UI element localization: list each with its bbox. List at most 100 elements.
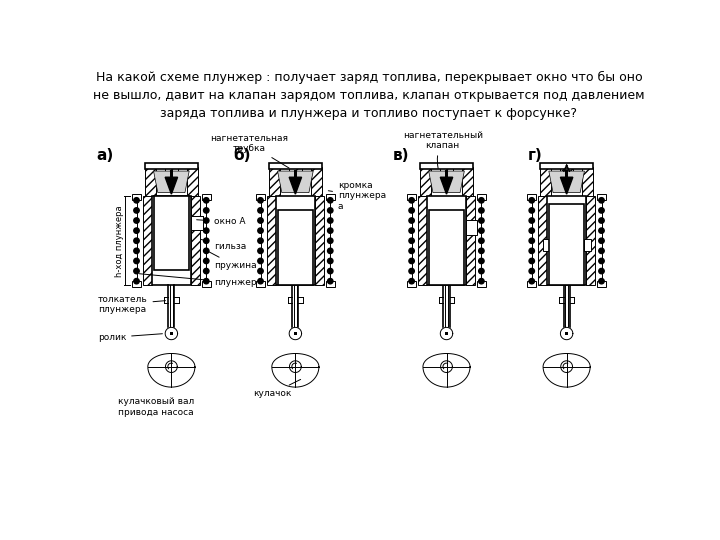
Bar bbox=[466, 220, 477, 235]
Bar bbox=[427, 197, 466, 285]
Bar bbox=[462, 167, 473, 197]
Polygon shape bbox=[289, 177, 302, 194]
Text: нагнетательная
трубка: нагнетательная трубка bbox=[210, 134, 289, 168]
Circle shape bbox=[409, 218, 414, 223]
Circle shape bbox=[409, 279, 414, 284]
Bar bbox=[170, 170, 173, 177]
Text: пружина: пружина bbox=[209, 252, 256, 270]
Text: На какой схеме плунжер : получает заряд топлива, перекрывает окно что бы оно
не : На какой схеме плунжер : получает заряд … bbox=[93, 71, 645, 120]
Circle shape bbox=[479, 238, 484, 244]
Circle shape bbox=[479, 248, 484, 254]
Circle shape bbox=[204, 208, 209, 213]
Text: в): в) bbox=[392, 148, 409, 163]
Bar bbox=[597, 194, 606, 200]
Circle shape bbox=[204, 268, 209, 274]
Bar bbox=[277, 211, 313, 285]
Circle shape bbox=[479, 228, 484, 233]
Bar bbox=[549, 204, 585, 285]
Bar bbox=[294, 333, 297, 335]
Bar bbox=[560, 167, 573, 172]
Circle shape bbox=[258, 218, 264, 223]
Bar bbox=[428, 211, 464, 285]
Circle shape bbox=[258, 238, 264, 244]
Circle shape bbox=[409, 268, 414, 274]
Polygon shape bbox=[549, 171, 585, 193]
Circle shape bbox=[529, 208, 534, 213]
Text: б): б) bbox=[233, 148, 251, 163]
Circle shape bbox=[258, 198, 264, 203]
Bar bbox=[187, 167, 198, 197]
Bar bbox=[420, 167, 431, 197]
Circle shape bbox=[204, 228, 209, 233]
Circle shape bbox=[599, 238, 604, 244]
Bar bbox=[269, 167, 280, 197]
Bar bbox=[269, 164, 322, 168]
Circle shape bbox=[529, 238, 534, 244]
Bar bbox=[540, 167, 551, 197]
Circle shape bbox=[204, 248, 209, 254]
Circle shape bbox=[599, 258, 604, 264]
Circle shape bbox=[599, 208, 604, 213]
Text: г): г) bbox=[528, 148, 543, 163]
Text: h-ход плунжера: h-ход плунжера bbox=[115, 205, 124, 276]
Circle shape bbox=[328, 208, 333, 213]
Bar bbox=[145, 167, 156, 197]
Bar bbox=[145, 164, 198, 168]
Circle shape bbox=[409, 228, 414, 233]
Circle shape bbox=[134, 279, 139, 284]
Circle shape bbox=[599, 228, 604, 233]
Bar bbox=[202, 194, 211, 200]
Circle shape bbox=[479, 258, 484, 264]
Circle shape bbox=[529, 218, 534, 223]
Text: кулачковый вал
привода насоса: кулачковый вал привода насоса bbox=[118, 397, 194, 417]
Circle shape bbox=[258, 268, 264, 274]
Circle shape bbox=[479, 268, 484, 274]
Circle shape bbox=[599, 248, 604, 254]
Circle shape bbox=[328, 248, 333, 254]
Circle shape bbox=[529, 198, 534, 203]
Bar bbox=[446, 333, 448, 335]
Text: кулачок: кулачок bbox=[253, 380, 301, 398]
Circle shape bbox=[328, 268, 333, 274]
Bar bbox=[582, 167, 593, 197]
Bar bbox=[441, 167, 453, 172]
Circle shape bbox=[258, 208, 264, 213]
Bar bbox=[538, 197, 547, 285]
Bar bbox=[565, 170, 568, 177]
Bar bbox=[527, 194, 536, 200]
Bar bbox=[565, 333, 568, 335]
Text: кромка
плунжера
а: кромка плунжера а bbox=[328, 181, 386, 211]
Text: гильза: гильза bbox=[201, 239, 246, 251]
Bar bbox=[266, 197, 276, 285]
Bar bbox=[311, 167, 322, 197]
Circle shape bbox=[441, 328, 452, 339]
Circle shape bbox=[328, 238, 333, 244]
Circle shape bbox=[529, 228, 534, 233]
Bar bbox=[527, 281, 536, 287]
Text: а): а) bbox=[96, 148, 114, 163]
Bar bbox=[256, 194, 265, 200]
Circle shape bbox=[134, 208, 139, 213]
Circle shape bbox=[328, 218, 333, 223]
Circle shape bbox=[599, 198, 604, 203]
Circle shape bbox=[204, 279, 209, 284]
Circle shape bbox=[529, 279, 534, 284]
Circle shape bbox=[204, 218, 209, 223]
Bar bbox=[132, 281, 141, 287]
Circle shape bbox=[134, 218, 139, 223]
Bar bbox=[445, 170, 448, 177]
Circle shape bbox=[479, 208, 484, 213]
Circle shape bbox=[134, 198, 139, 203]
Text: толкатель
плунжера: толкатель плунжера bbox=[98, 295, 166, 314]
Text: ролик: ролик bbox=[98, 333, 163, 342]
Circle shape bbox=[328, 198, 333, 203]
Circle shape bbox=[328, 228, 333, 233]
Polygon shape bbox=[428, 171, 464, 193]
Polygon shape bbox=[277, 171, 313, 193]
Circle shape bbox=[409, 198, 414, 203]
Bar bbox=[152, 197, 191, 285]
Circle shape bbox=[409, 238, 414, 244]
Bar bbox=[586, 197, 595, 285]
Bar bbox=[325, 281, 335, 287]
Circle shape bbox=[134, 258, 139, 264]
